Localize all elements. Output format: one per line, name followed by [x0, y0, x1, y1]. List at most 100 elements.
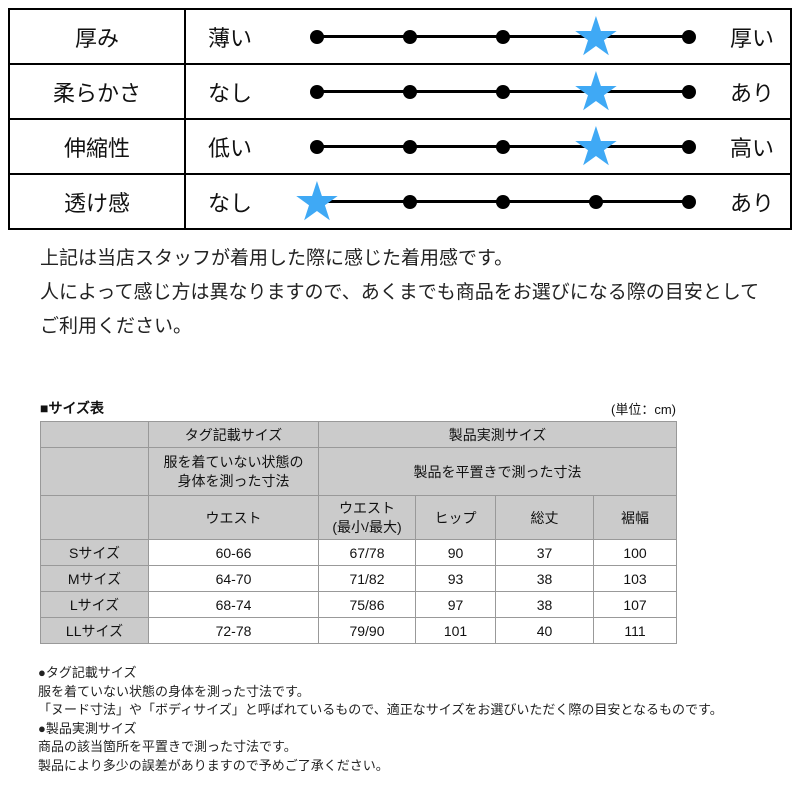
scale-dot-slot [310, 84, 324, 99]
scale-dot [496, 139, 510, 154]
star-marker: ★ [572, 9, 620, 63]
staff-note: 上記は当店スタッフが着用した際に感じた着用感です。 人によって感じ方は異なります… [40, 242, 759, 344]
cell-waist-minmax: 75/86 [318, 591, 416, 618]
column-waist-tag: ウエスト [148, 495, 319, 540]
cell-waist-tag: 72-78 [148, 617, 319, 644]
header-measured-desc: 製品を平置きで測った寸法 [317, 447, 678, 496]
header-tag-size: タグ記載サイズ [148, 421, 319, 448]
size-table-header-row-3: ウエスト ウエスト (最小/最大) ヒップ 総丈 裾幅 [40, 495, 678, 540]
cell-waist-minmax: 71/82 [318, 565, 416, 592]
scale-dot-slot [682, 194, 696, 209]
cell-waist-tag: 68-74 [148, 591, 319, 618]
star-icon: ★ [292, 169, 342, 233]
cell-hip: 90 [415, 539, 496, 566]
size-table: タグ記載サイズ 製品実測サイズ 服を着ていない状態の 身体を測った寸法 製品を平… [40, 421, 678, 644]
rating-scale: ★ [304, 119, 702, 173]
scale-dot-slot [496, 139, 510, 154]
scale-dot [403, 84, 417, 99]
cell-hip: 101 [415, 617, 496, 644]
star-icon: ★ [571, 4, 621, 68]
scale-dot-slot [589, 194, 603, 209]
footnote-line: 服を着ていない状態の身体を測った寸法です。 [38, 683, 310, 699]
rating-row-stretch: 伸縮性 低い ★ 高い [10, 119, 790, 175]
scale-dot-slot [682, 139, 696, 154]
cell-total-length: 37 [495, 539, 594, 566]
rating-row-softness: 柔らかさ なし ★ あり [10, 64, 790, 120]
header-measured-size: 製品実測サイズ [317, 421, 678, 448]
rating-scale: ★ [304, 9, 702, 63]
table-row: Lサイズ 68-74 75/86 97 38 107 [40, 591, 678, 618]
footnote-line: 商品の該当箇所を平置きで測った寸法です。 [38, 739, 297, 754]
scale-dot-slot [496, 84, 510, 99]
star-marker: ★ [572, 119, 620, 173]
unit-label: (単位：cm) [611, 402, 676, 417]
header-empty-cell [40, 421, 149, 448]
row-label: Mサイズ [40, 565, 149, 592]
cell-hem-width: 111 [592, 617, 678, 644]
star-icon: ★ [571, 114, 621, 178]
cell-hip: 97 [415, 591, 496, 618]
table-row: Sサイズ 60-66 67/78 90 37 100 [40, 539, 678, 566]
scale-anchor-right: あり [729, 80, 774, 106]
scale-dot [682, 194, 696, 209]
header-empty-cell [40, 495, 149, 540]
scale-dot [496, 84, 510, 99]
rating-content: 低い ★ 高い [186, 119, 790, 173]
scale-anchor-left: なし [208, 190, 253, 216]
header-tag-desc: 服を着ていない状態の 身体を測った寸法 [148, 447, 319, 496]
rating-label: 伸縮性 [10, 120, 186, 173]
rating-label: 厚み [10, 10, 186, 63]
scale-anchor-right: 厚い [729, 25, 774, 51]
cell-hip: 93 [415, 565, 496, 592]
row-label: Sサイズ [40, 539, 149, 566]
star-marker: ★ [293, 174, 341, 228]
rating-label: 透け感 [10, 175, 186, 228]
rating-content: なし ★ あり [186, 64, 790, 118]
scale-dot [310, 139, 324, 154]
size-table-title: ■サイズ表 [40, 400, 105, 416]
size-table-header-row-1: タグ記載サイズ 製品実測サイズ [40, 421, 678, 448]
rating-row-sheerness: 透け感 なし ★ あり [10, 174, 790, 228]
row-label: Lサイズ [40, 591, 149, 618]
staff-note-line: 人によって感じ方は異なりますので、あくまでも商品をお選びになる際の目安として [40, 282, 760, 303]
cell-waist-minmax: 67/78 [318, 539, 416, 566]
scale-dot [496, 29, 510, 44]
table-row: Mサイズ 64-70 71/82 93 38 103 [40, 565, 678, 592]
scale-dot [589, 194, 603, 209]
cell-waist-minmax: 79/90 [318, 617, 416, 644]
column-hem-width: 裾幅 [592, 495, 678, 540]
scale-dot [682, 84, 696, 99]
scale-dot [310, 84, 324, 99]
header-empty-cell [40, 447, 149, 496]
scale-anchor-left: なし [208, 80, 253, 106]
cell-hem-width: 103 [592, 565, 678, 592]
size-section-header: ■サイズ表 (単位：cm) [40, 398, 676, 418]
cell-waist-tag: 60-66 [148, 539, 319, 566]
footnote-tag-size-heading: ●タグ記載サイズ [38, 665, 137, 680]
scale-dot-slot [403, 194, 417, 209]
scale-dot-slot [403, 139, 417, 154]
footnotes: ●タグ記載サイズ 服を着ていない状態の身体を測った寸法です。 「ヌード寸法」や「… [38, 664, 778, 775]
cell-total-length: 38 [495, 565, 594, 592]
scale-dot-slot [403, 29, 417, 44]
scale-dot [403, 29, 417, 44]
footnote-line: 製品により多少の誤差がありますので予めご了承ください。 [38, 757, 389, 773]
rating-scale: ★ [293, 174, 702, 228]
scale-dot [403, 139, 417, 154]
cell-hem-width: 107 [592, 591, 678, 618]
column-waist-minmax: ウエスト (最小/最大) [318, 495, 416, 540]
rating-content: 薄い ★ 厚い [186, 9, 790, 63]
scale-anchor-right: あり [729, 190, 774, 216]
rating-row-thickness: 厚み 薄い ★ 厚い [10, 9, 790, 65]
scale-dot [496, 194, 510, 209]
scale-anchor-left: 低い [208, 135, 253, 161]
footnote-line: 「ヌード寸法」や「ボディサイズ」と呼ばれているもので、適正なサイズをお選びいただ… [38, 702, 723, 717]
scale-dot [403, 194, 417, 209]
scale-dot-slot [682, 84, 696, 99]
scale-dot [310, 29, 324, 44]
scale-dot-slot [496, 194, 510, 209]
size-table-header-row-2: 服を着ていない状態の 身体を測った寸法 製品を平置きで測った寸法 [40, 447, 678, 496]
star-marker: ★ [572, 64, 620, 118]
scale-dot [682, 139, 696, 154]
rating-label: 柔らかさ [10, 65, 186, 118]
